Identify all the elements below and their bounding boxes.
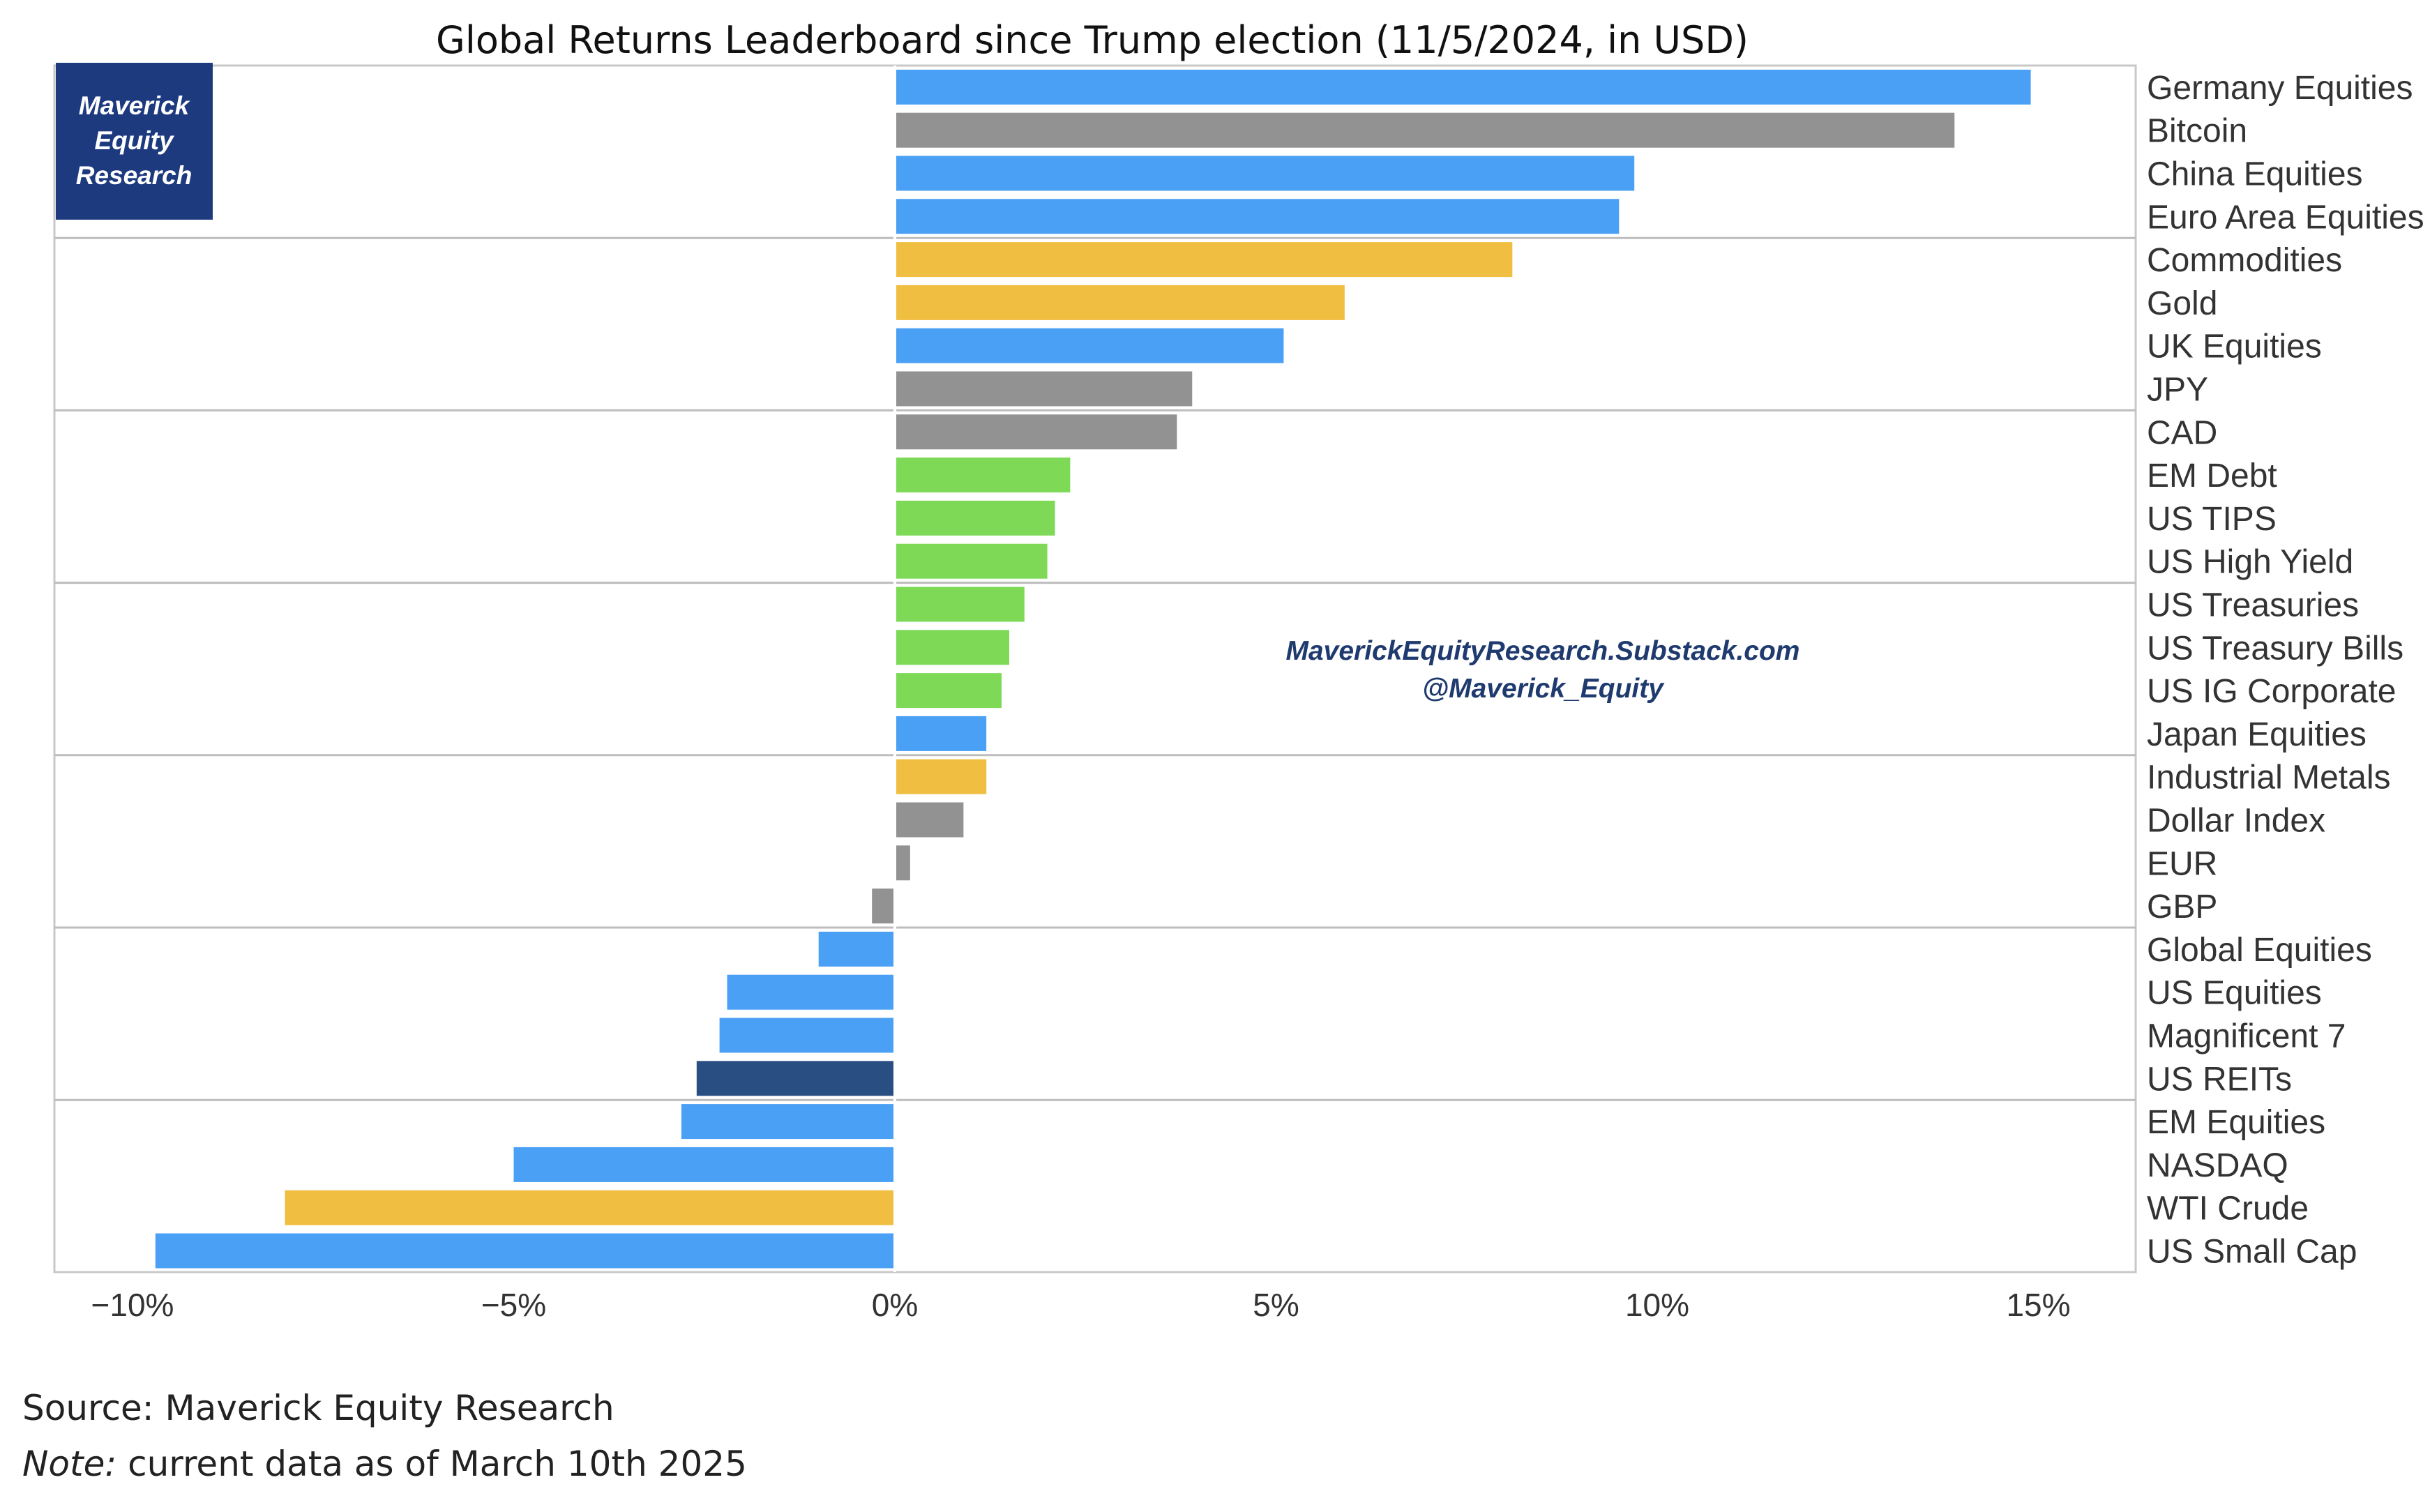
brand-logo: Maverick Equity Research — [56, 63, 213, 220]
category-label: Global Equities — [2147, 932, 2372, 969]
category-label: US IG Corporate — [2147, 673, 2396, 710]
category-label: US Small Cap — [2147, 1234, 2357, 1271]
bar-nasdaq — [513, 1147, 895, 1182]
bar-us-reits — [696, 1061, 895, 1096]
watermark: MaverickEquityResearch.Substack.com @Mav… — [1285, 636, 1799, 704]
bar-us-tips — [895, 500, 1055, 536]
category-label: GBP — [2147, 889, 2217, 925]
category-label: Euro Area Equities — [2147, 199, 2424, 236]
chart-title: Global Returns Leaderboard since Trump e… — [436, 18, 1749, 62]
bar-dollar-index — [895, 802, 964, 838]
bar-uk-equities — [895, 328, 1284, 363]
x-tick-label: 5% — [1253, 1287, 1299, 1323]
category-label: Germany Equities — [2147, 70, 2413, 107]
logo-line-3: Research — [76, 161, 193, 190]
bar-us-small-cap — [155, 1233, 895, 1269]
category-label: US Equities — [2147, 975, 2322, 1012]
bar-commodities — [895, 242, 1513, 278]
bar-magnificent-7 — [719, 1018, 895, 1053]
category-label: CAD — [2147, 414, 2217, 451]
bar-china-equities — [895, 156, 1635, 191]
category-label: US TIPS — [2147, 501, 2277, 538]
category-label: Japan Equities — [2147, 716, 2367, 753]
category-label: Gold — [2147, 285, 2217, 322]
logo-line-1: Maverick — [79, 91, 191, 120]
bar-us-high-yield — [895, 543, 1048, 579]
category-label: US Treasury Bills — [2147, 630, 2403, 667]
category-label: EM Equities — [2147, 1104, 2325, 1141]
x-axis-ticks: −10% −5% 0% 5% 10% 15% — [91, 1287, 2071, 1323]
bar-em-equities — [681, 1104, 895, 1140]
bar-gold — [895, 285, 1345, 320]
bar-germany-equities — [895, 69, 2031, 105]
plot-frame — [53, 64, 2137, 1273]
x-tick-label: 15% — [2006, 1287, 2070, 1323]
bar-cad — [895, 414, 1177, 450]
x-tick-label: 0% — [872, 1287, 918, 1323]
bar-global-equities — [818, 931, 895, 967]
bar-jpy — [895, 371, 1193, 407]
category-label: China Equities — [2147, 156, 2363, 193]
category-label: Commodities — [2147, 242, 2342, 279]
footer-source: Source: Maverick Equity Research — [22, 1388, 614, 1428]
bar-gbp — [872, 889, 895, 924]
footer-note-label: Note: — [22, 1444, 117, 1484]
bar-bitcoin — [895, 112, 1955, 148]
category-label: JPY — [2147, 372, 2208, 409]
category-label: US Treasuries — [2147, 587, 2359, 624]
logo-box — [56, 63, 213, 220]
category-label: Industrial Metals — [2147, 759, 2390, 796]
category-label: Magnificent 7 — [2147, 1018, 2346, 1055]
category-label: WTI Crude — [2147, 1190, 2309, 1227]
category-label: US High Yield — [2147, 544, 2353, 581]
logo-line-2: Equity — [94, 126, 174, 155]
bar-euro-area-equities — [895, 199, 1620, 234]
category-label: EUR — [2147, 845, 2217, 882]
footer-note-text: current data as of March 10th 2025 — [116, 1444, 747, 1484]
category-label: NASDAQ — [2147, 1147, 2288, 1184]
bar-japan-equities — [895, 716, 987, 751]
watermark-line-1: MaverickEquityResearch.Substack.com — [1285, 636, 1799, 666]
bar-industrial-metals — [895, 759, 987, 794]
bar-eur — [895, 845, 910, 881]
bars — [155, 69, 2031, 1269]
category-label: Bitcoin — [2147, 113, 2247, 150]
category-labels: Germany Equities Bitcoin China Equities Eur… — [2147, 70, 2424, 1271]
x-tick-label: −10% — [91, 1287, 174, 1323]
x-tick-label: 10% — [1625, 1287, 1689, 1323]
x-tick-label: −5% — [481, 1287, 546, 1323]
bar-wti-crude — [285, 1190, 896, 1225]
group-separators — [54, 236, 2136, 1101]
bar-us-treasuries — [895, 587, 1025, 622]
footer-note: Note: current data as of March 10th 2025 — [22, 1444, 747, 1484]
bar-em-debt — [895, 458, 1071, 493]
bar-us-ig-corporate — [895, 673, 1002, 709]
bar-us-treasury-bills — [895, 630, 1009, 665]
bar-us-equities — [727, 974, 895, 1010]
category-label: UK Equities — [2147, 328, 2322, 365]
category-label: EM Debt — [2147, 458, 2277, 494]
watermark-line-2: @Maverick_Equity — [1422, 674, 1665, 704]
category-label: US REITs — [2147, 1061, 2292, 1098]
category-label: Dollar Index — [2147, 803, 2325, 840]
